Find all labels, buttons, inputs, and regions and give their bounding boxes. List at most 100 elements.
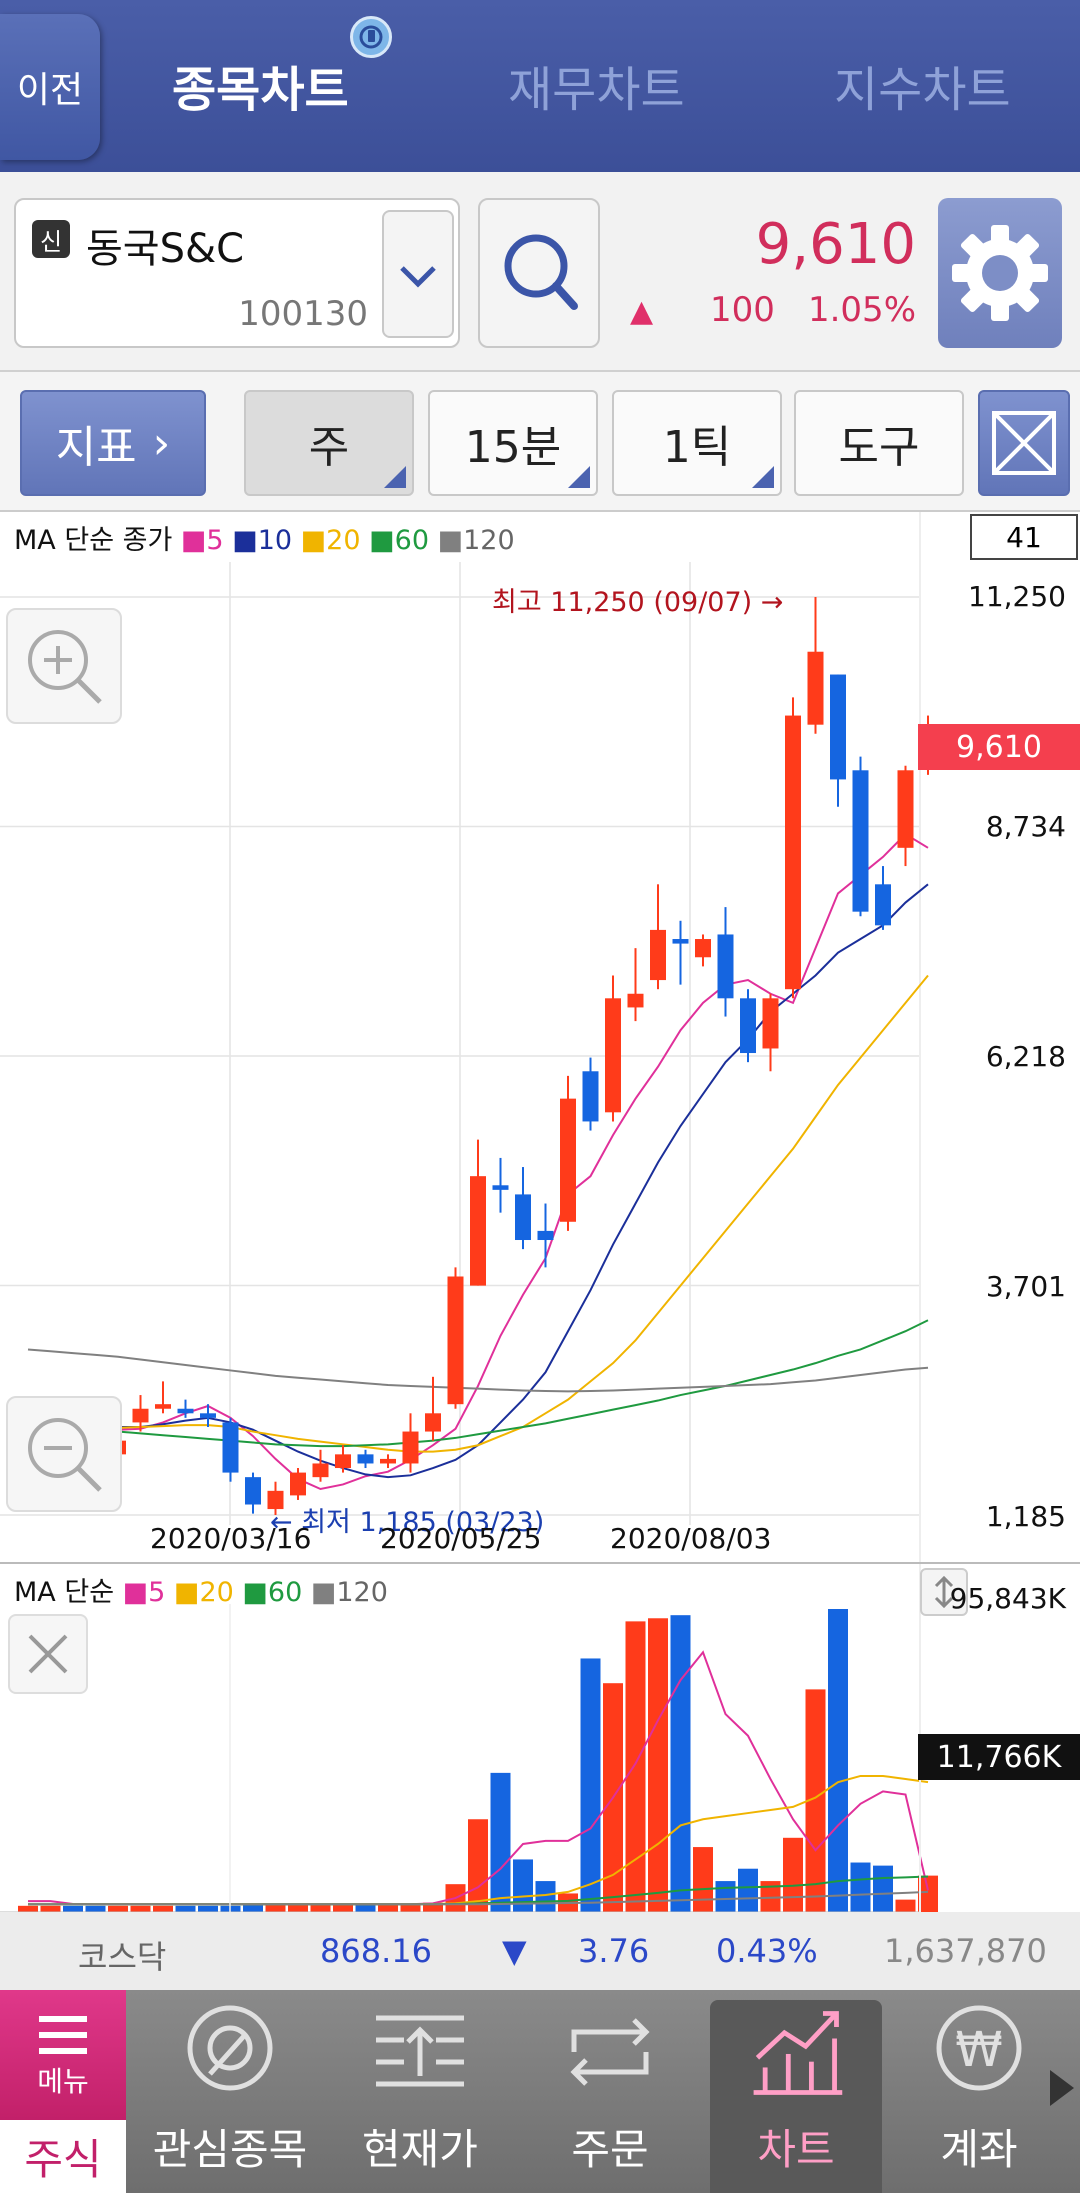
tools-button[interactable]: 도구 <box>794 390 964 496</box>
legend-ma60-marker: ■ <box>369 525 395 556</box>
refresh-badge-icon[interactable] <box>350 16 392 58</box>
vertical-resize-icon <box>934 1575 954 1609</box>
vlegend-ma120-marker: ■ <box>310 1577 337 1608</box>
candle-body <box>695 939 711 958</box>
candle-body <box>605 998 621 1113</box>
period-label: 주 <box>308 422 350 473</box>
tab-financial-chart[interactable]: 재무차트 <box>508 62 685 118</box>
volume-ma-legend: MA 단순 ■5 ■20 ■60 ■120 <box>14 1570 388 1609</box>
fullscreen-button[interactable] <box>978 390 1070 496</box>
candle-body <box>155 1404 171 1409</box>
volume-bar <box>468 1819 488 1912</box>
search-button[interactable] <box>478 198 600 348</box>
candlestick-chart[interactable] <box>0 512 1080 1562</box>
candle-body <box>830 674 846 780</box>
candle-body <box>357 1454 374 1464</box>
volume-legend-title: MA 단순 <box>14 1577 115 1608</box>
nav-chart-label: 차트 <box>757 2125 835 2174</box>
vlegend-ma20: 20 <box>199 1577 234 1608</box>
candle-body <box>492 1185 509 1190</box>
chart-icon <box>753 2011 843 2095</box>
legend-title: MA 단순 종가 <box>14 525 173 556</box>
nav-account-label: 계좌 <box>940 2125 1018 2174</box>
stock-selector[interactable]: 신 동국S&C 100130 <box>14 198 460 348</box>
candle-body <box>672 939 689 944</box>
close-indicator-button[interactable] <box>8 1614 88 1694</box>
index-change: 3.76 <box>578 1932 650 1970</box>
candle-body <box>852 770 869 912</box>
visible-count-box[interactable]: 41 <box>970 514 1078 560</box>
swap-icon <box>570 2018 650 2086</box>
menu-button[interactable]: 메뉴 <box>0 1990 126 2120</box>
resize-handle[interactable] <box>920 1568 968 1616</box>
volume-bar <box>738 1868 758 1912</box>
volume-bar <box>490 1772 511 1912</box>
legend-ma20: 20 <box>326 525 361 556</box>
volume-bar <box>288 1905 308 1912</box>
menu-label: 메뉴 <box>37 2065 89 2098</box>
candle-body <box>807 651 824 725</box>
nav-watchlist-label: 관심종목 <box>152 2125 308 2174</box>
market-index-bar[interactable]: 코스닥 868.16 ▼ 3.76 0.43% 1,637,870 <box>0 1912 1080 1990</box>
minute-button[interactable]: 15분 <box>428 390 598 496</box>
candle-body <box>875 884 891 926</box>
legend-ma5: 5 <box>206 525 224 556</box>
volume-bar <box>18 1905 38 1912</box>
candle-body <box>560 1098 576 1222</box>
volume-bar <box>873 1865 893 1912</box>
price-change-percent: 1.05% <box>807 290 916 330</box>
candle-body <box>627 993 644 1008</box>
nav-chart[interactable]: 차트 <box>710 2000 882 2193</box>
current-price: 9,610 <box>755 212 916 277</box>
volume-bar <box>850 1862 871 1912</box>
settings-button[interactable] <box>938 198 1062 348</box>
nav-account[interactable]: ₩ 계좌 <box>896 1990 1062 2193</box>
index-volume: 1,637,870 <box>884 1932 1047 1970</box>
tick-button[interactable]: 1틱 <box>612 390 782 496</box>
nav-current-price[interactable]: 현재가 <box>330 1990 510 2193</box>
tab-index-chart[interactable]: 지수차트 <box>834 62 1011 118</box>
volume-chart-panel[interactable]: MA 단순 ■5 ■20 ■60 ■120 95,843K 11,766K <box>0 1562 1080 1914</box>
zoom-in-button[interactable] <box>6 608 122 724</box>
candle-body <box>470 1176 486 1286</box>
down-triangle-icon: ▼ <box>502 1932 527 1970</box>
period-button[interactable]: 주 <box>244 390 414 496</box>
candle-body <box>717 934 734 999</box>
ma120-line <box>27 1348 929 1393</box>
nav-scroll-right-icon[interactable] <box>1050 2070 1074 2106</box>
vlegend-ma5: 5 <box>148 1577 166 1608</box>
nav-watchlist[interactable]: 관심종목 <box>140 1990 320 2193</box>
zoom-out-icon <box>28 1418 102 1492</box>
volume-bar <box>693 1847 713 1912</box>
price-change: 100 <box>710 290 775 330</box>
legend-ma20-marker: ■ <box>300 525 327 556</box>
stock-category-button[interactable]: 주식 <box>0 2120 126 2193</box>
stock-dropdown-button[interactable] <box>382 210 454 338</box>
legend-ma5-marker: ■ <box>180 525 207 556</box>
expand-icon <box>992 411 1056 475</box>
volume-bar <box>198 1905 218 1912</box>
vlegend-ma5-marker: ■ <box>122 1577 149 1608</box>
volume-bar <box>310 1905 331 1912</box>
indicator-button[interactable]: 지표 › <box>20 390 206 496</box>
close-icon <box>28 1634 68 1674</box>
volume-bar <box>648 1618 668 1912</box>
zoom-out-button[interactable] <box>6 1396 122 1512</box>
volume-bar <box>760 1881 781 1912</box>
back-button[interactable]: 이전 <box>0 14 100 160</box>
volume-bar-chart[interactable] <box>0 1564 1080 1914</box>
candle-body <box>402 1431 419 1464</box>
volume-max-label: 95,843K <box>949 1582 1066 1615</box>
minute-label: 15분 <box>464 422 562 473</box>
volume-bar <box>580 1658 601 1912</box>
volume-bar <box>355 1905 376 1912</box>
volume-bar <box>670 1615 691 1912</box>
price-chart-panel[interactable]: MA 단순 종가 ■5 ■10 ■20 ■60 ■120 41 11,250 <box>0 512 1080 1562</box>
tab-stock-chart[interactable]: 종목차트 <box>172 62 349 118</box>
gear-icon <box>952 225 1048 321</box>
nav-order[interactable]: 주문 <box>520 1990 700 2193</box>
volume-bar <box>828 1609 848 1912</box>
y-tick-label: 1,185 <box>985 1500 1066 1533</box>
legend-ma10-marker: ■ <box>232 525 258 556</box>
